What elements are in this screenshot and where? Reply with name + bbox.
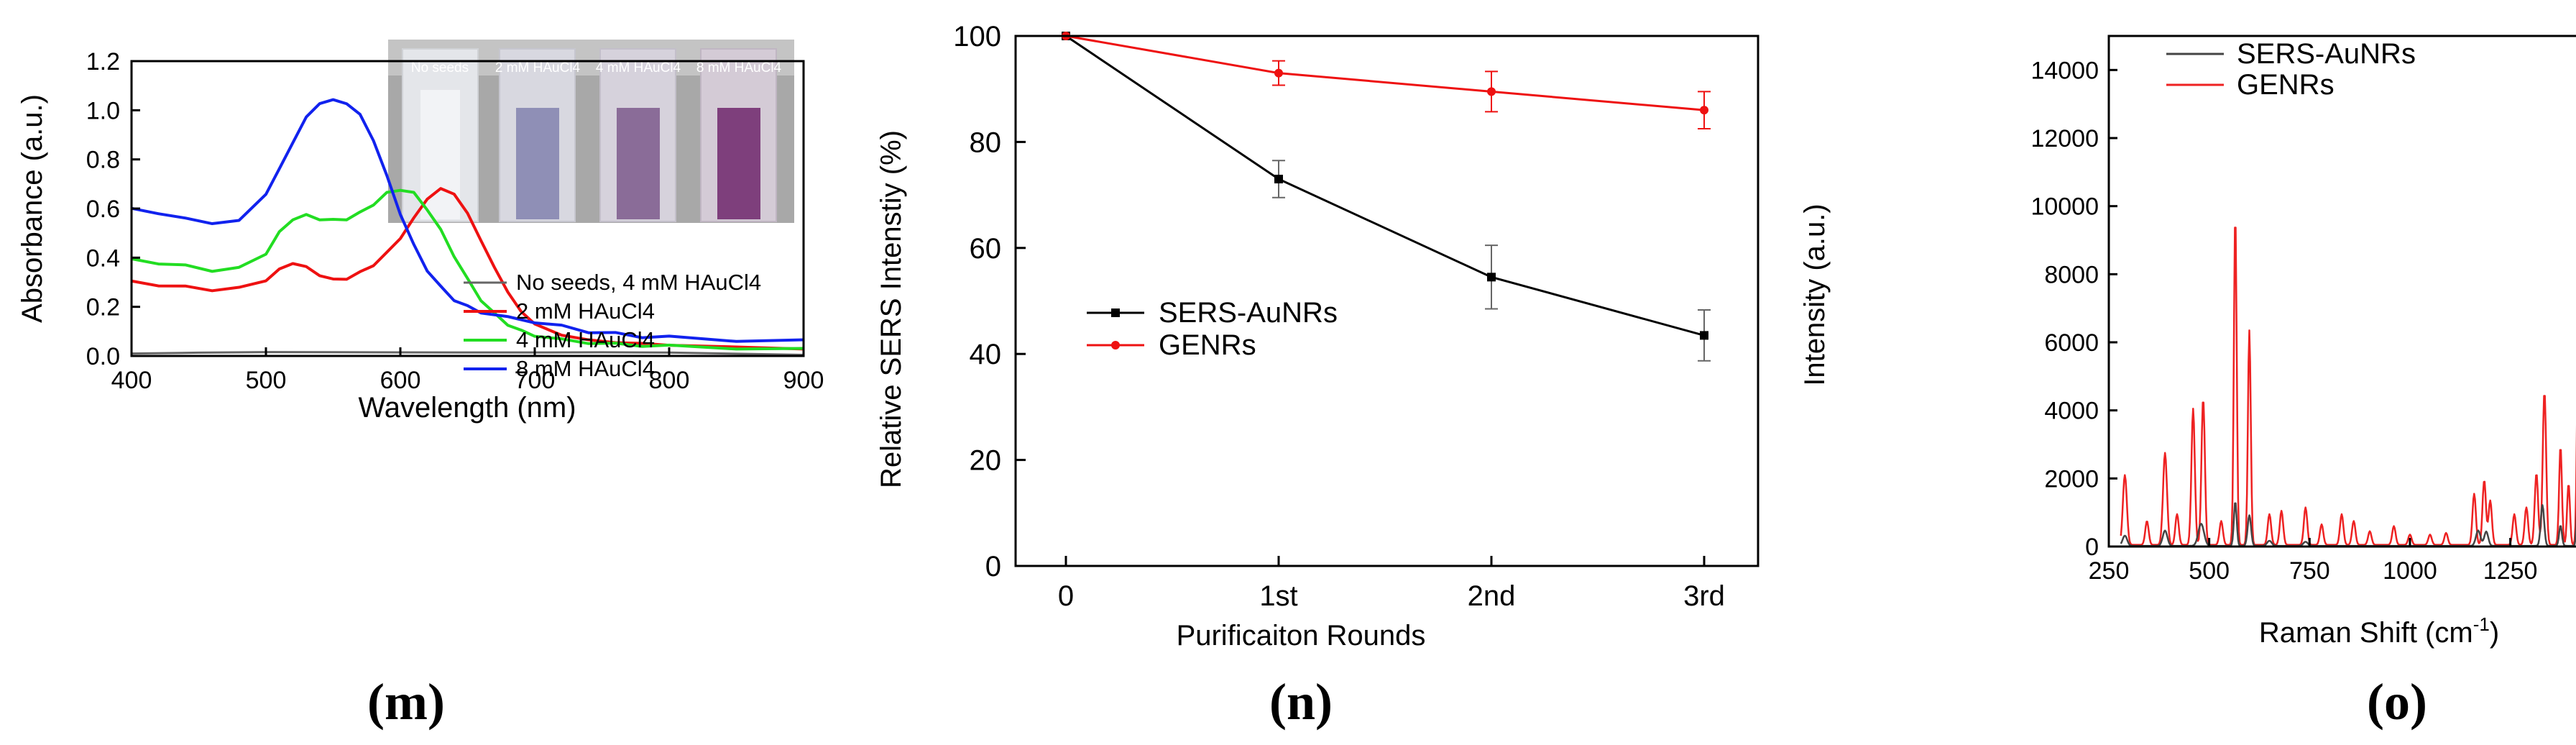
legend-marker-sers-aunrs (1111, 308, 1120, 317)
cuvette-4mm (599, 48, 676, 222)
series-line-2-mm-haucl4 (131, 187, 804, 351)
legend-label-genrs: GENRs (1159, 329, 1256, 361)
legend: SERS-AuNRs GENRs (2166, 38, 2416, 101)
x-tick-label: 250 (2089, 557, 2130, 585)
x-axis-title-end: ) (2490, 617, 2499, 649)
panel-label-o: (o) (2367, 673, 2427, 731)
x-axis-title-main: Raman Shift (cm (2259, 617, 2473, 649)
y-tick-label: 0.0 (86, 343, 120, 370)
sers-intensity-chart: 0 1st 2nd 3rd 0 20 40 60 80 100 Purificaiton Roun… (875, 21, 1760, 731)
cuvette-2mm (499, 48, 576, 222)
y-tick-label: 6000 (2044, 329, 2099, 357)
x-tick-label: 1250 (2483, 557, 2538, 585)
plot-frame (1014, 35, 1760, 567)
y-tick-label: 0 (2085, 534, 2099, 561)
y-tick-label: 60 (970, 233, 1002, 265)
y-tick-label: 12000 (2030, 125, 2099, 152)
legend: No seeds, 4 mM HAuCl4 2 mM HAuCl4 4 mM H… (464, 270, 761, 381)
y-tick-label: 80 (970, 127, 1002, 158)
x-tick-label: 1st (1259, 580, 1297, 612)
raman-spectrum-chart: 2505007501000125015000200040006000800010… (1799, 35, 2576, 731)
y-tick-label: 0.6 (86, 196, 120, 223)
axis-ticks: 400 500 600 700 800 900 0.0 0.2 0.4 0.6 0.8 1.0 1.2 (86, 48, 824, 394)
y-tick-label: 2000 (2044, 465, 2099, 493)
y-tick-label: 14000 (2030, 57, 2099, 84)
x-axis-title-superscript: -1 (2473, 613, 2490, 635)
plot-frame (2107, 35, 2576, 548)
x-tick-label: 400 (111, 367, 152, 394)
legend: SERS-AuNRs GENRs (1087, 297, 1338, 361)
data-point-sers-aunrs (1274, 174, 1283, 183)
cuvette-photo-inset: No seeds 2 mM HAuCl4 4 mM HAuCl4 8 mM HA… (388, 40, 794, 223)
y-tick-label: 20 (970, 445, 1002, 477)
x-tick-label: 900 (783, 367, 824, 394)
x-axis-title: Wavelength (nm) (358, 392, 576, 424)
y-axis-title: Intensity (a.u.) (1799, 204, 1831, 385)
series-line-4-mm-haucl4 (131, 188, 804, 351)
y-tick-label: 10000 (2030, 193, 2099, 221)
series-line-8-mm-haucl4 (131, 98, 804, 343)
inset-label-2mm: 2 mM HAuCl4 (495, 60, 581, 76)
inset-label-4mm: 4 mM HAuCl4 (596, 60, 681, 76)
purification-series-group (1062, 32, 1711, 362)
data-point-genrs (1487, 87, 1496, 96)
absorbance-chart: No seeds 2 mM HAuCl4 4 mM HAuCl4 8 mM HA… (17, 40, 824, 731)
x-axis-title: Raman Shift (cm-1) (2259, 613, 2499, 649)
y-tick-label: 8000 (2044, 261, 2099, 288)
legend-label-sers-aunrs: SERS-AuNRs (2237, 38, 2416, 70)
absorbance-series-group (131, 98, 804, 357)
x-tick-label: 3rd (1683, 580, 1725, 612)
raman-series-group (2120, 227, 2576, 547)
x-tick-label: 800 (649, 367, 690, 394)
data-point-sers-aunrs (1487, 273, 1496, 282)
y-axis-title: Absorbance (a.u.) (17, 94, 48, 323)
panel-label-n: (n) (1269, 673, 1333, 731)
axis-ticks: 0 1st 2nd 3rd 0 20 40 60 80 100 (953, 21, 1725, 612)
x-axis-title: Purificaiton Rounds (1177, 620, 1426, 652)
data-point-genrs (1274, 68, 1283, 78)
y-tick-label: 40 (970, 339, 1002, 370)
y-tick-label: 0.8 (86, 147, 120, 174)
inset-label-no-seeds: No seeds (411, 60, 469, 76)
x-tick-label: 700 (515, 367, 556, 394)
x-tick-label: 750 (2289, 557, 2330, 585)
y-tick-label: 0 (985, 551, 1001, 582)
x-tick-label: 0 (1058, 580, 1074, 612)
series-line-no-seeds-4-mm-haucl4 (131, 351, 804, 357)
y-tick-label: 4000 (2044, 398, 2099, 425)
y-axis-title: Relative SERS Intenstiy (%) (875, 130, 907, 488)
axis-ticks: 2505007501000125015000200040006000800010… (2030, 57, 2538, 585)
legend-label-no-seeds: No seeds, 4 mM HAuCl4 (516, 270, 761, 295)
series-line-sers-aunrs (1065, 35, 1705, 337)
data-point-sers-aunrs (1700, 331, 1708, 340)
series-line-genrs (2120, 227, 2576, 546)
data-point-genrs (1700, 106, 1708, 115)
legend-label-genrs: GENRs (2237, 69, 2334, 101)
y-tick-label: 100 (953, 21, 1001, 52)
legend-marker-genrs (1111, 341, 1120, 349)
legend-label-4mm: 4 mM HAuCl4 (516, 327, 655, 352)
panel-label-m: (m) (367, 673, 445, 731)
x-tick-label: 1000 (2383, 557, 2437, 585)
y-tick-label: 1.0 (86, 97, 120, 124)
series-line-genrs (1065, 35, 1705, 111)
y-tick-label: 1.2 (86, 48, 120, 76)
x-tick-label: 500 (246, 367, 287, 394)
legend-label-sers-aunrs: SERS-AuNRs (1159, 297, 1338, 329)
x-tick-label: 2nd (1468, 580, 1516, 612)
y-tick-label: 0.4 (86, 244, 120, 272)
x-tick-label: 500 (2189, 557, 2230, 585)
y-tick-label: 0.2 (86, 294, 120, 321)
x-tick-label: 600 (380, 367, 421, 394)
inset-label-8mm: 8 mM HAuCl4 (696, 60, 782, 76)
cuvette-8mm (700, 48, 777, 222)
legend-label-2mm: 2 mM HAuCl4 (516, 298, 655, 324)
legend-label-8mm: 8 mM HAuCl4 (516, 356, 655, 381)
